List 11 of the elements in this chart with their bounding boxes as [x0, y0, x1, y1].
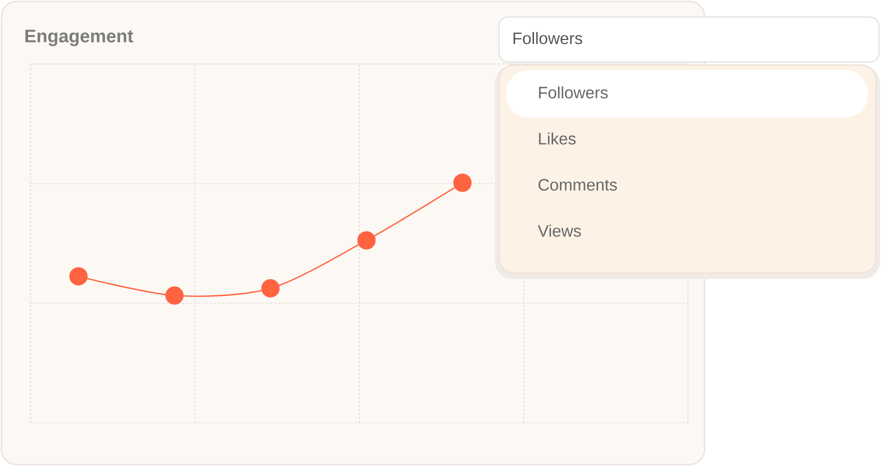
annotation: Views — [538, 224, 581, 237]
text: Followers — [514, 32, 582, 44]
point — [357, 231, 376, 250]
text: Likes — [539, 132, 576, 145]
point — [261, 279, 280, 298]
annotation: Comments — [538, 178, 617, 191]
chart-title: Engagement — [25, 30, 134, 46]
point — [453, 174, 472, 192]
point — [165, 286, 184, 305]
point — [69, 267, 88, 286]
text: Followers — [539, 86, 608, 98]
